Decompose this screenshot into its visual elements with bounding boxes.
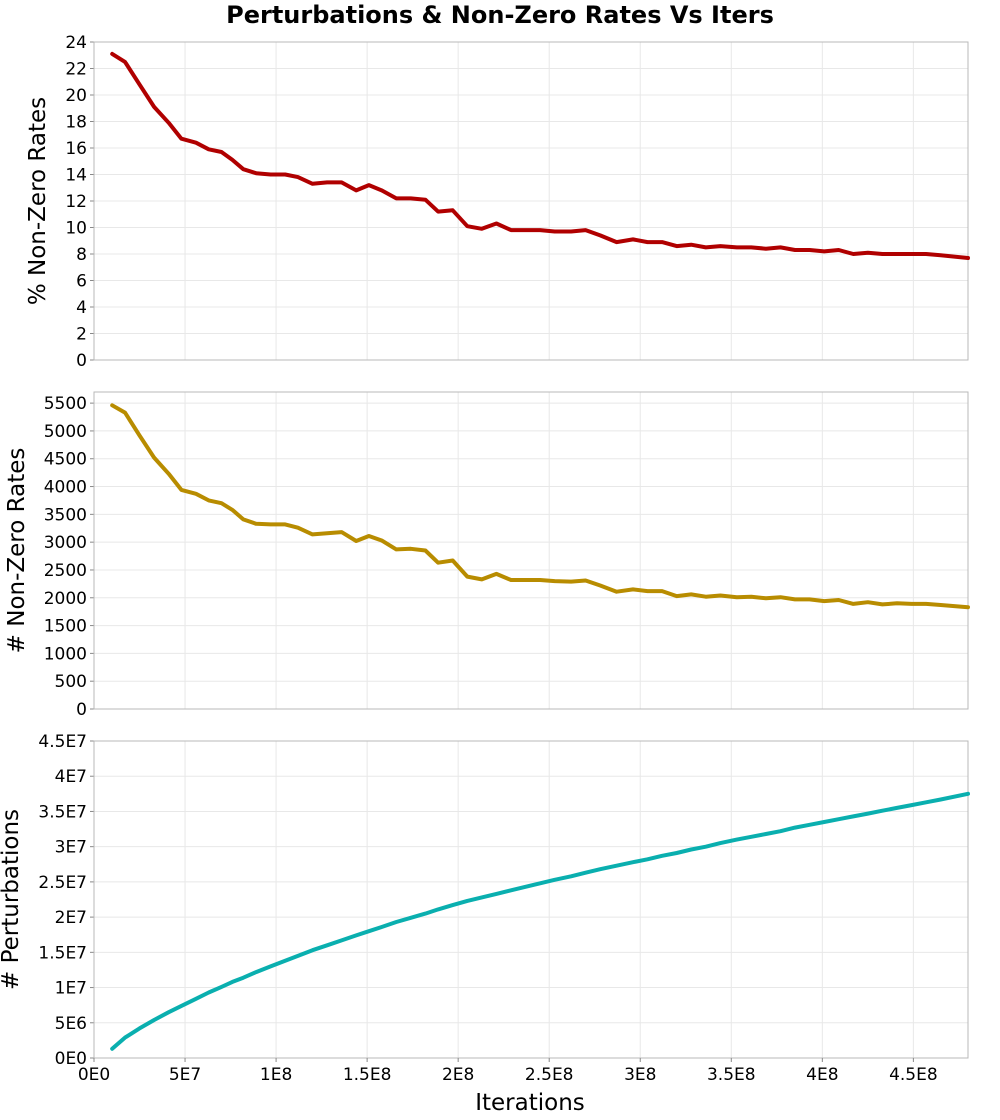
y-tick-label: 0E0 [55,1049,87,1069]
y-tick-label: 6 [76,272,87,292]
plot-border [93,391,969,710]
y-tick-label: 0 [76,351,87,371]
y-tick-label: 4500 [44,450,87,470]
y-axis-label: # Perturbations [0,809,24,990]
y-tick-label: 3000 [44,533,87,553]
x-tick-label: 4E8 [806,1065,838,1085]
y-tick-label: 18 [65,113,87,133]
x-tick-label: 4.5E8 [889,1065,938,1085]
y-tick-label: 10 [65,219,87,239]
y-tick-label: 2000 [44,589,87,609]
y-tick-label: 2 [76,325,87,345]
y-tick-label: 4.5E7 [38,732,87,752]
y-tick-label: 5500 [44,394,87,414]
x-tick-label: 1E8 [260,1065,292,1085]
series-line [110,51,970,260]
x-tick-label: 3.5E8 [707,1065,756,1085]
x-tick-label: 1.5E8 [343,1065,392,1085]
y-tick-label: 5E6 [55,1014,87,1034]
plot-area [93,740,969,1059]
y-tick-label: 4000 [44,478,87,498]
panel-2: 0 500 1000 1500 2000 2500 3000 3500 4000 4500 5000… [4,391,970,720]
y-tick-label: 2E7 [55,908,87,928]
y-tick-label: 12 [65,192,87,212]
y-tick-label: 3.5E7 [38,802,87,822]
y-tick-label: 16 [65,139,87,159]
chart-title: Perturbations & Non-Zero Rates Vs Iters [226,1,774,29]
series-line [110,791,970,1051]
y-tick-label: 4 [76,298,87,318]
y-tick-label: 3500 [44,505,87,525]
x-axis-label: Iterations [475,1090,585,1116]
x-tick-label: 0E0 [78,1065,110,1085]
x-tick-label: 5E7 [169,1065,201,1085]
x-tick-label: 3E8 [624,1065,656,1085]
y-tick-label: 5000 [44,422,87,442]
plot-border [93,740,969,1059]
y-tick-label: 20 [65,86,87,106]
y-tick-label: 24 [65,33,87,53]
plot-border [93,41,969,361]
y-tick-label: 4E7 [55,767,87,787]
y-tick-label: 1000 [44,644,87,664]
y-tick-label: 500 [55,672,87,692]
y-axis-label: % Non-Zero Rates [25,97,51,305]
y-tick-label: 2500 [44,561,87,581]
y-tick-label: 1500 [44,617,87,637]
x-tick-label: 2.5E8 [525,1065,574,1085]
y-tick-label: 1E7 [55,979,87,999]
x-tick-label: 2E8 [442,1065,474,1085]
y-tick-label: 22 [65,60,87,80]
y-axis-label: # Non-Zero Rates [4,448,30,654]
panel-3: 0E0 5E6 1E7 1.5E7 2E7 2.5E7 3E7 3.5E7 4E7 4.5E7 # … [0,732,970,1085]
y-tick-label: 0 [76,700,87,720]
plot-area [93,391,969,710]
y-tick-label: 14 [65,166,87,186]
y-tick-label: 1.5E7 [38,943,87,963]
series-line [110,403,970,610]
y-tick-label: 2.5E7 [38,873,87,893]
y-tick-label: 3E7 [55,838,87,858]
y-tick-label: 8 [76,245,87,265]
